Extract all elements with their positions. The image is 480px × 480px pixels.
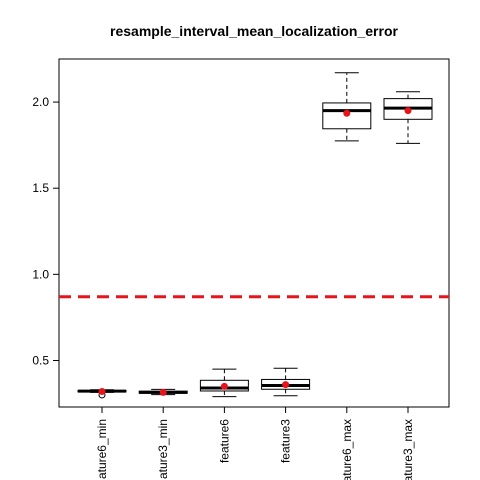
iqr-box [322,102,372,130]
y-tick-label: 1.5 [32,181,49,195]
y-axis: 0.5 1.0 1.5 2.0 [32,95,59,367]
mean-point [159,388,167,396]
mean-point [282,381,290,389]
x-tick-label: ature6_max [340,419,354,480]
box-feature6 [199,368,249,398]
box-feature3_min [138,388,188,396]
mean-point [343,109,351,117]
x-tick-label: ature6_min [95,419,109,479]
x-tick-label: ature3_min [156,419,170,479]
boxes-layer [77,72,433,399]
box-feature3 [261,367,311,397]
y-tick-label: 1.0 [32,267,49,281]
y-tick-label: 0.5 [32,353,49,367]
chart-title: resample_interval_mean_localization_erro… [110,23,398,39]
plot-frame [58,58,450,408]
box-feature6_max [322,72,372,142]
x-tick-label: feature3 [279,419,293,463]
mean-point [220,382,228,390]
x-tick-label: feature6 [217,419,231,463]
mean-point [404,107,412,115]
y-tick-label: 2.0 [32,95,49,109]
x-axis: ature6_min ature3_min feature6 feature3 atur… [95,407,415,480]
x-tick-label: ature3_max [401,419,415,480]
box-feature3_max [383,91,433,144]
box-feature6_min [77,387,127,399]
mean-point [98,387,106,395]
